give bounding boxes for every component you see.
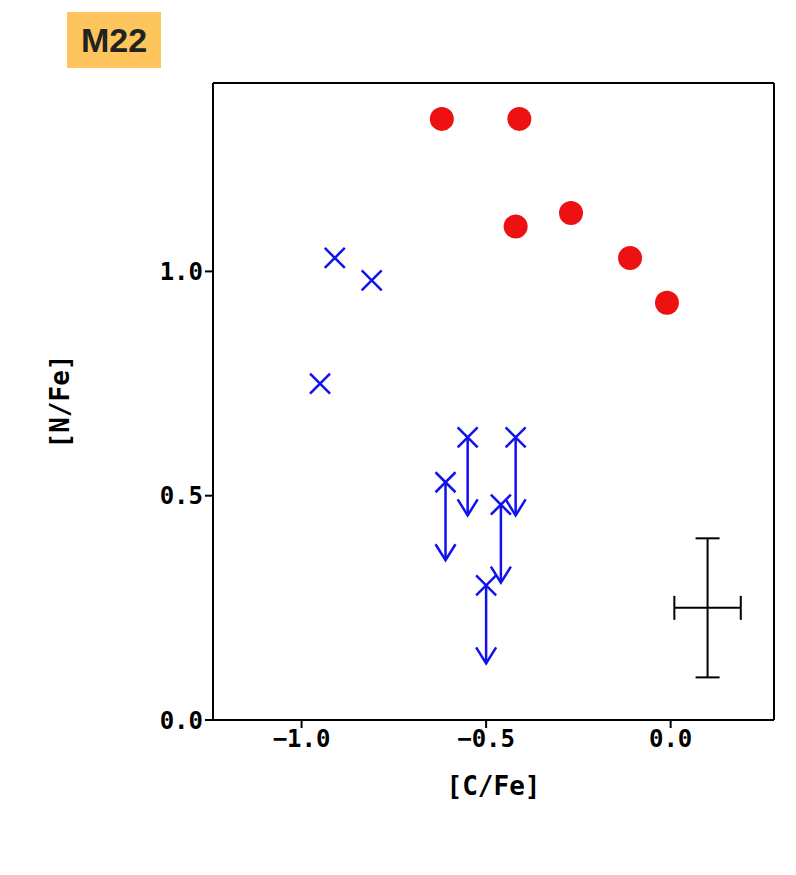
svg-text:0.0: 0.0 xyxy=(649,725,692,753)
svg-text:1.0: 1.0 xyxy=(160,258,203,286)
svg-text:[N/Fe]: [N/Fe] xyxy=(45,355,75,449)
html-text:M22: M22 xyxy=(80,21,148,59)
svg-text:0.5: 0.5 xyxy=(160,482,203,510)
svg-text:[C/Fe]: [C/Fe] xyxy=(447,771,541,801)
svg-text:0.0: 0.0 xyxy=(160,707,203,735)
svg-text:−1.0: −1.0 xyxy=(273,725,331,753)
svg-text:−0.5: −0.5 xyxy=(457,725,515,753)
